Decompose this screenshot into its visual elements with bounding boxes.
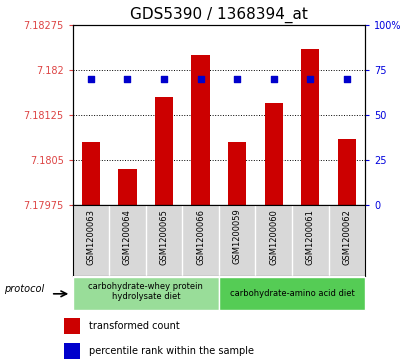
Text: GSM1200066: GSM1200066 xyxy=(196,209,205,265)
Bar xyxy=(82,142,100,205)
Bar xyxy=(228,142,247,205)
Point xyxy=(88,76,94,82)
Text: GSM1200063: GSM1200063 xyxy=(86,209,95,265)
Text: GSM1200065: GSM1200065 xyxy=(159,209,168,265)
Bar xyxy=(338,139,356,205)
Bar xyxy=(64,343,80,359)
Bar xyxy=(219,277,365,310)
Point xyxy=(271,76,277,82)
Point xyxy=(197,76,204,82)
Point xyxy=(161,76,167,82)
Text: GSM1200061: GSM1200061 xyxy=(306,209,315,265)
Bar xyxy=(191,56,210,205)
Bar xyxy=(301,49,320,205)
Text: GSM1200062: GSM1200062 xyxy=(342,209,352,265)
Point xyxy=(124,76,131,82)
Text: percentile rank within the sample: percentile rank within the sample xyxy=(90,346,254,356)
Bar xyxy=(64,318,80,334)
Point xyxy=(344,76,350,82)
Point xyxy=(307,76,314,82)
Bar xyxy=(118,169,137,205)
Bar xyxy=(155,97,173,205)
Bar xyxy=(265,103,283,205)
Bar xyxy=(73,277,219,310)
Title: GDS5390 / 1368394_at: GDS5390 / 1368394_at xyxy=(130,7,308,23)
Text: GSM1200064: GSM1200064 xyxy=(123,209,132,265)
Text: carbohydrate-amino acid diet: carbohydrate-amino acid diet xyxy=(229,289,354,298)
Text: GSM1200059: GSM1200059 xyxy=(233,209,242,264)
Text: GSM1200060: GSM1200060 xyxy=(269,209,278,265)
Text: transformed count: transformed count xyxy=(90,321,180,331)
Point xyxy=(234,76,241,82)
Text: carbohydrate-whey protein
hydrolysate diet: carbohydrate-whey protein hydrolysate di… xyxy=(88,282,203,301)
Text: protocol: protocol xyxy=(4,284,44,294)
